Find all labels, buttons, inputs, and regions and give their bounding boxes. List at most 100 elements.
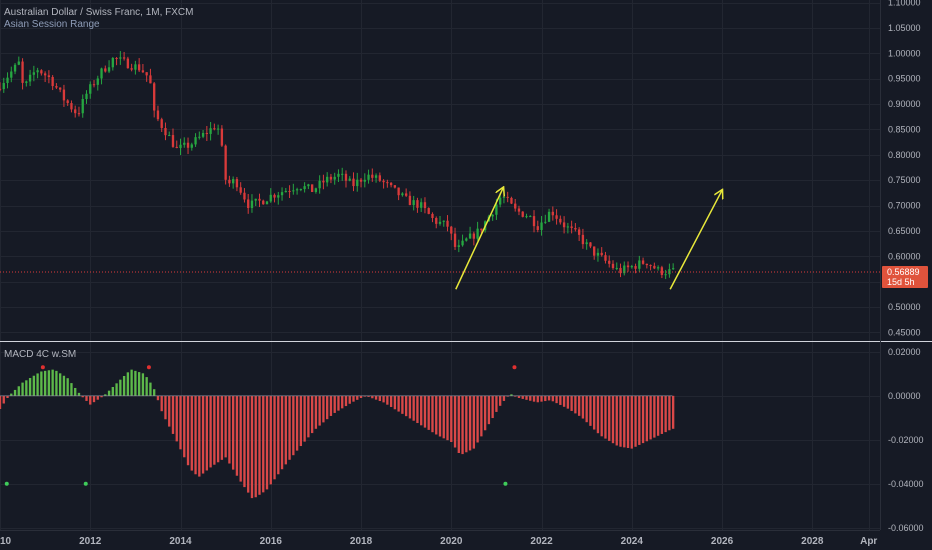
candle: [577, 227, 581, 242]
candle-body: [623, 265, 626, 274]
candle-body: [671, 268, 675, 270]
candle: [326, 172, 329, 187]
candle: [476, 221, 479, 241]
signal-dot: [146, 365, 151, 370]
candle: [630, 264, 633, 269]
candle-body: [397, 187, 400, 196]
candle-body: [495, 204, 498, 215]
macd-bar: [634, 395, 637, 447]
candle-body: [608, 260, 611, 264]
candle: [333, 172, 336, 185]
macd-bar: [6, 395, 9, 398]
signal-dot: [40, 365, 45, 370]
candle-body: [581, 234, 585, 245]
candle-body: [344, 173, 348, 181]
candle: [55, 83, 58, 89]
candle: [645, 263, 649, 269]
candle-body: [532, 216, 536, 227]
time-tick-label: Apr: [860, 536, 877, 547]
candle: [540, 216, 543, 236]
candle-body: [446, 220, 449, 227]
candle: [262, 199, 265, 205]
candle: [532, 210, 536, 233]
macd-bar: [74, 387, 77, 396]
candle: [562, 216, 566, 234]
candle-body: [544, 221, 547, 223]
macd-bar: [499, 395, 502, 406]
macd-bar: [356, 395, 359, 400]
candle: [352, 172, 355, 192]
macd-bar: [341, 395, 344, 409]
time-tick-label: 2020: [440, 536, 463, 547]
macd-bar: [156, 395, 160, 401]
candle-body: [393, 185, 397, 188]
candle-body: [145, 72, 148, 76]
candle: [615, 262, 618, 271]
candle-body: [506, 196, 509, 198]
candle-body: [596, 252, 600, 256]
macd-bar: [96, 395, 99, 400]
macd-bar: [107, 390, 111, 396]
macd-bar: [269, 395, 272, 485]
macd-bar: [104, 394, 107, 396]
macd-bar: [2, 395, 5, 404]
macd-bar: [630, 395, 633, 449]
candle: [359, 177, 363, 188]
macd-bar: [59, 373, 62, 396]
candle: [427, 207, 430, 215]
macd-bar: [235, 395, 239, 476]
candle-body: [562, 222, 566, 228]
candle-body: [32, 72, 36, 75]
candle: [134, 60, 137, 75]
macd-bar: [119, 379, 122, 396]
candle-body: [499, 197, 502, 205]
candle: [329, 173, 333, 184]
candle-body: [228, 179, 231, 184]
candle: [619, 263, 622, 278]
candle: [96, 75, 99, 91]
macd-bar: [137, 372, 141, 396]
macd-title[interactable]: MACD 4C w.SM: [4, 349, 77, 360]
candle-body: [566, 226, 570, 228]
candle: [600, 247, 603, 257]
macd-bar: [288, 395, 291, 460]
macd-bar: [547, 395, 551, 401]
macd-bar: [491, 395, 494, 419]
indicator-asian-session-range[interactable]: Asian Session Range: [4, 19, 100, 30]
candle-body: [156, 110, 160, 120]
candle: [273, 193, 276, 203]
candle-body: [574, 227, 577, 230]
symbol-title[interactable]: Australian Dollar / Swiss Franc, 1M, FXC…: [4, 7, 194, 18]
macd-bar: [21, 382, 24, 396]
candle: [435, 216, 438, 229]
candle-body: [160, 119, 163, 128]
candle: [649, 264, 652, 271]
candle-body: [645, 263, 649, 266]
macd-bar: [585, 395, 588, 423]
macd-bar: [85, 395, 88, 401]
macd-bar: [247, 395, 250, 493]
candle: [341, 167, 344, 181]
candle-body: [201, 132, 205, 137]
candle: [40, 69, 43, 76]
candle-body: [649, 265, 652, 267]
candle: [408, 191, 412, 206]
candle-body: [453, 233, 457, 247]
candle-body: [183, 142, 186, 145]
candle: [514, 199, 517, 212]
candle-body: [198, 136, 201, 138]
candle-body: [540, 222, 543, 230]
candle-body: [77, 113, 81, 115]
macd-bar: [442, 395, 445, 439]
signal-dot: [503, 481, 508, 486]
candle-body: [47, 75, 51, 78]
last-price-badge-bg: [882, 266, 928, 289]
macd-bar: [47, 370, 51, 396]
candle-body: [326, 176, 329, 183]
macd-bar: [51, 369, 54, 396]
candle-body: [175, 146, 178, 148]
price-tick-label: 0.80000: [888, 150, 921, 160]
macd-bar: [423, 395, 427, 428]
candle-body: [314, 188, 318, 192]
